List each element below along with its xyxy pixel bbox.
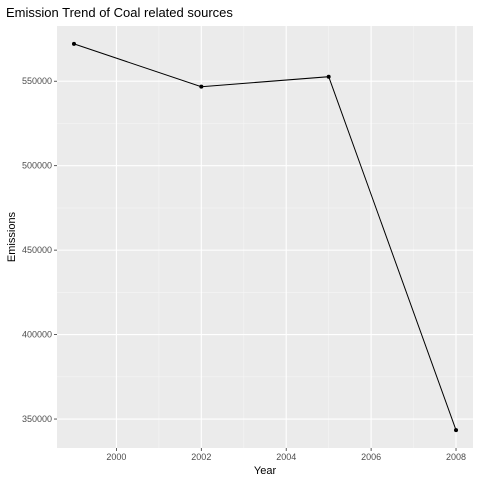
data-point [71,41,76,46]
plot-panel [57,26,473,448]
x-tick-label: 2002 [191,452,211,462]
series-line [73,43,457,431]
y-tick-label: 500000 [22,161,52,171]
data-point [454,428,459,433]
data-point [326,74,331,79]
series-line-group [73,43,457,431]
x-tick-label: 2004 [276,452,296,462]
y-axis-title: Emissions [6,211,18,262]
x-tick-label: 2000 [106,452,126,462]
series-points-group [71,41,459,433]
x-axis-title: Year [254,465,277,477]
x-tick-label: 2006 [361,452,381,462]
y-axis: 350000 400000 450000 500000 550000 [22,76,57,424]
y-tick-label: 350000 [22,414,52,424]
y-tick-label: 550000 [22,76,52,86]
y-tick-label: 400000 [22,330,52,340]
data-point [199,84,204,89]
y-tick-label: 450000 [22,245,52,255]
chart-title: Emission Trend of Coal related sources [6,5,233,20]
x-axis: 2000 2002 2004 2006 2008 [106,448,466,462]
x-tick-label: 2008 [446,452,466,462]
